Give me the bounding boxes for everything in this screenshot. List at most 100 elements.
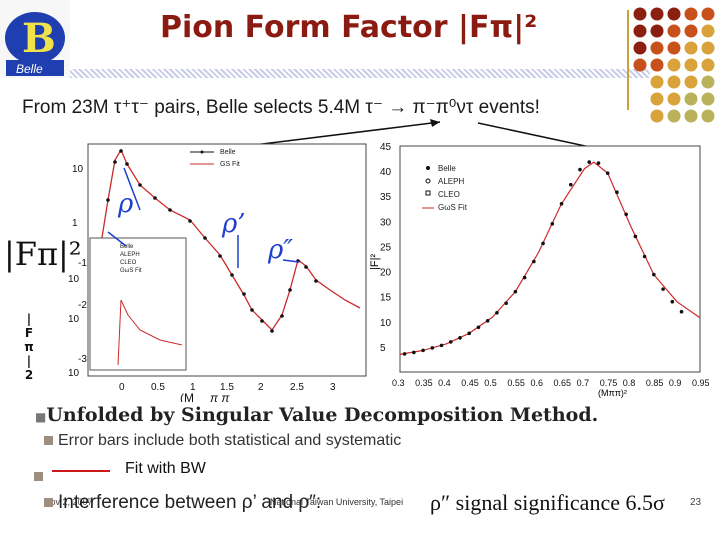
decorative-dot: [650, 7, 664, 21]
decorative-dot: [667, 109, 681, 123]
decorative-dot: [684, 24, 698, 38]
right-data-point: [412, 350, 416, 355]
right-legend-cleo: CLEO: [438, 190, 460, 199]
right-legend-aleph: ALEPH: [438, 177, 464, 186]
decorative-dot: [701, 75, 715, 89]
decorative-dot: [650, 109, 664, 123]
right-data-point: [596, 161, 601, 165]
bullet-error-bars: Error bars include both statistical and …: [44, 432, 401, 450]
left-xtick: 2: [258, 382, 264, 393]
left-ytick: 10: [72, 164, 84, 175]
decorative-dot: [684, 58, 698, 72]
right-xtick: 0.3: [392, 378, 405, 388]
right-ytick: 5: [380, 343, 386, 354]
signal-significance: ρ″ signal significance 6.5σ: [430, 490, 665, 515]
right-xtick: 0.55: [507, 378, 525, 388]
decorative-dot: [684, 109, 698, 123]
slide-footer: National Taiwan University, Taipei: [270, 497, 404, 507]
left-xtick: 0.5: [151, 382, 165, 393]
decorative-dot: [701, 7, 715, 21]
decorative-dot: [633, 58, 647, 72]
right-xtick: 0.5: [484, 378, 497, 388]
right-xtick: 0.45: [461, 378, 479, 388]
right-plot-frame: [399, 145, 701, 373]
svg-text:GωS Fit: GωS Fit: [120, 268, 142, 274]
rho-label: ρ: [117, 189, 134, 219]
right-legend: Belle ALEPH CLEO GωS Fit: [422, 164, 468, 212]
right-xtick: 0.6: [530, 378, 543, 388]
right-ylabel: |F|²: [369, 254, 381, 270]
left-ytick: -2: [78, 300, 87, 311]
left-xtick: 1.5: [220, 382, 234, 393]
right-ytick: 45: [380, 142, 392, 153]
left-xlabel: (M: [180, 391, 194, 402]
decorative-dot: [684, 41, 698, 55]
right-data-point: [559, 201, 564, 206]
decorative-dot: [650, 58, 664, 72]
decorative-dot: [667, 41, 681, 55]
svg-text:Belle: Belle: [120, 244, 134, 250]
right-data-point: [476, 325, 481, 330]
right-data-point: [679, 309, 684, 314]
decorative-dot: [701, 92, 715, 106]
right-data-point: [485, 318, 490, 323]
decorative-dot: [633, 24, 647, 38]
left-legend-belle: Belle: [220, 149, 236, 156]
right-xtick: 0.8: [623, 378, 636, 388]
bullet-unfolded: ■Unfolded by Singular Value Decompositio…: [35, 404, 599, 426]
right-data-point: [439, 343, 444, 348]
decorative-dot: [684, 75, 698, 89]
left-legend-fit: GS Fit: [220, 161, 240, 168]
decorative-dot: [684, 92, 698, 106]
left-xtick: 2.5: [290, 382, 304, 393]
right-data-point: [522, 275, 527, 280]
right-ytick: 30: [380, 217, 392, 228]
right-xtick: 0.4: [438, 378, 451, 388]
right-legend-belle: Belle: [438, 164, 456, 173]
decorative-vertical-line: [627, 10, 629, 110]
right-xtick: 0.95: [692, 378, 710, 388]
right-data-point: [652, 272, 656, 277]
svg-text:B: B: [22, 15, 56, 62]
slide-date: Nov 2, 2007: [44, 497, 93, 507]
right-xtick: 0.85: [646, 378, 664, 388]
right-data-point: [532, 259, 536, 264]
form-factor-axis-label: |Fπ|²: [4, 235, 82, 273]
right-data-point: [550, 222, 555, 226]
decorative-dot: [650, 24, 664, 38]
right-xlabel: (Mππ)²: [598, 388, 627, 398]
decorative-dot: [650, 75, 664, 89]
decorative-dot: [684, 7, 698, 21]
right-data-point: [578, 167, 582, 172]
belle-logo: B Belle: [0, 0, 70, 78]
left-ytick: -1: [78, 258, 87, 269]
left-ytick: 10: [68, 314, 80, 325]
decorative-dot-grid: [633, 7, 715, 123]
right-data-point: [513, 289, 518, 294]
right-xtick: 0.7: [577, 378, 590, 388]
right-data-point: [402, 352, 407, 356]
right-data-point: [504, 301, 508, 305]
decorative-dot: [633, 7, 647, 21]
right-data-point: [541, 241, 545, 246]
svg-text:π π: π π: [210, 391, 230, 402]
right-data-point: [467, 331, 472, 336]
decorative-dot: [667, 92, 681, 106]
right-xtick: 0.65: [554, 378, 572, 388]
left-xtick: 3: [330, 382, 336, 393]
right-xtick: 0.9: [669, 378, 682, 388]
left-ytick: 1: [72, 218, 78, 229]
right-ytick: 15: [380, 293, 392, 304]
decorative-dot: [701, 109, 715, 123]
right-data-point: [633, 234, 638, 239]
rho-prime-label: ρ’: [221, 209, 246, 239]
svg-text:ALEPH: ALEPH: [120, 252, 140, 258]
bullet-fit: Fit with BW: [125, 460, 206, 477]
right-legend-fit: GωS Fit: [438, 203, 468, 212]
bullet-interference: Interference between ρ’ and ρ″:: [44, 492, 321, 514]
right-ytick: 10: [380, 318, 392, 329]
fit-line-sample: [52, 470, 110, 472]
title-divider: [70, 69, 650, 78]
left-ytick: 10: [68, 368, 80, 379]
